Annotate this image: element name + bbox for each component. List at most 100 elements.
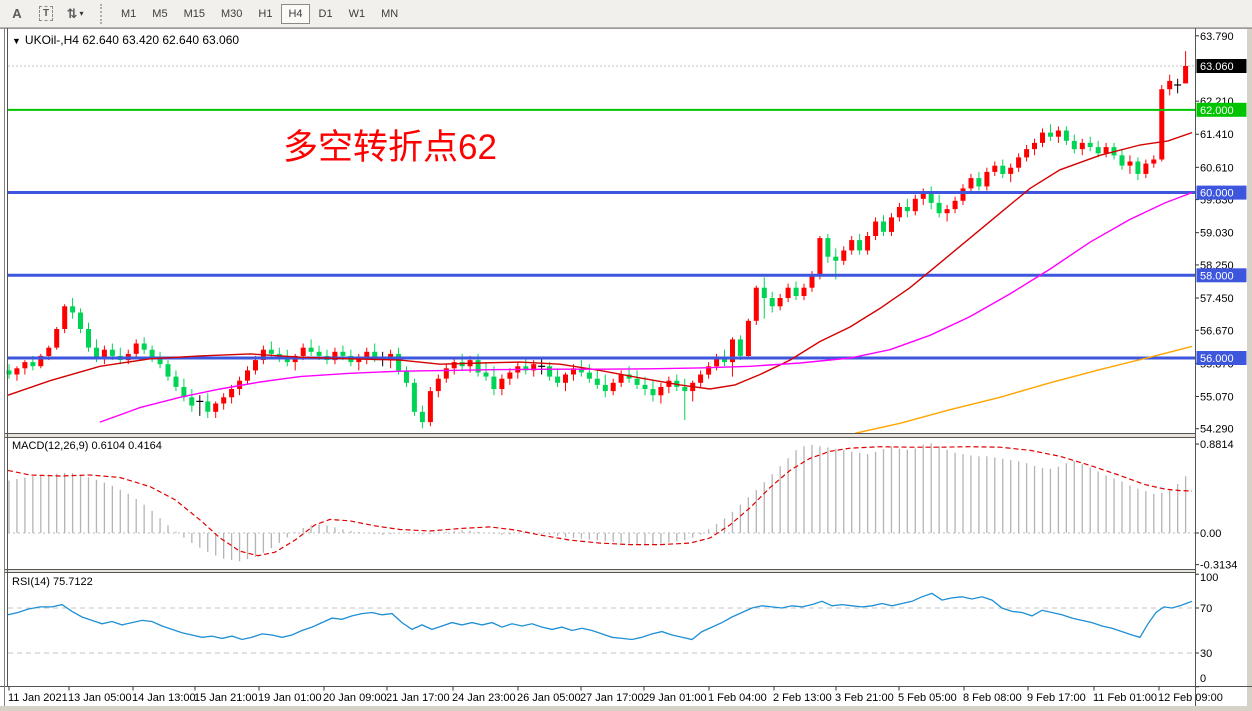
timeframe-button-D1[interactable]: D1 <box>318 7 333 20</box>
candle-body <box>101 349 107 358</box>
candle-body <box>531 364 537 371</box>
price-badge <box>1196 268 1247 283</box>
candle <box>825 233 831 263</box>
candle <box>1079 138 1085 156</box>
candle <box>602 374 608 398</box>
candle-body <box>109 349 115 356</box>
candle <box>411 378 417 416</box>
time-axis-label: 26 Jan 05:00 <box>517 692 581 704</box>
candle-body <box>571 368 576 375</box>
macd-tick-label: 0.00 <box>1200 528 1221 540</box>
time-axis-label: 13 Jan 05:00 <box>68 692 132 704</box>
arrow-objects-tool-button[interactable]: ⇅ ▾ <box>62 2 88 26</box>
timeframe-button-MN[interactable]: MN <box>381 7 399 20</box>
candle-body <box>952 200 958 210</box>
candle-body <box>698 374 704 383</box>
candle-body <box>944 209 950 214</box>
candle-body <box>578 368 584 373</box>
time-axis-label: 21 Jan 17:00 <box>386 692 450 704</box>
chart-text-annotation[interactable]: 多空转折点62 <box>283 128 497 167</box>
timeframe-button-H4[interactable]: H4 <box>281 3 310 24</box>
candle <box>1167 74 1173 96</box>
price-tick-label: 61.410 <box>1200 129 1234 141</box>
candle <box>443 364 449 383</box>
candle <box>865 231 871 255</box>
candle-body <box>1040 132 1045 143</box>
time-axis-label: 20 Jan 09:00 <box>323 692 387 704</box>
candle <box>1048 124 1053 141</box>
symbol-dropdown-icon[interactable]: ▼ <box>12 36 21 46</box>
text-label-tool-button[interactable]: T <box>33 2 59 26</box>
candle <box>777 293 783 311</box>
candle-body <box>372 351 378 358</box>
candle-body <box>62 306 68 329</box>
candle-body <box>396 353 402 371</box>
candle-body <box>86 329 91 348</box>
chart-header: ▼ UKOil-,H4 62.640 63.420 62.640 63.060 <box>12 33 239 47</box>
text-label-tool-icon: T <box>38 6 54 21</box>
rsi-indicator-label: RSI(14) 75.7122 <box>12 576 93 588</box>
candle <box>38 353 44 369</box>
candle-body <box>1119 155 1125 166</box>
candle-body <box>904 207 910 212</box>
candle <box>610 378 616 396</box>
time-axis-label: 29 Jan 01:00 <box>643 692 707 704</box>
candle-body <box>1071 140 1077 150</box>
candle <box>133 339 139 358</box>
candle <box>427 387 433 427</box>
candle <box>698 370 704 387</box>
candle <box>332 347 338 365</box>
candle-body <box>1087 142 1093 147</box>
candle-body <box>22 362 28 369</box>
candle-body <box>404 370 409 383</box>
price-tick-label: 60.610 <box>1200 162 1234 174</box>
candle <box>157 351 163 369</box>
candle-body <box>1055 130 1061 137</box>
candle-body <box>149 349 155 358</box>
timeframe-button-M5[interactable]: M5 <box>152 7 168 20</box>
candle <box>849 236 855 255</box>
candle <box>1087 136 1093 152</box>
timeframe-button-H1[interactable]: H1 <box>258 7 273 20</box>
time-axis-label: 27 Jan 17:00 <box>580 692 644 704</box>
candle <box>817 236 823 280</box>
candle-body <box>1024 149 1030 158</box>
candle-body <box>1048 132 1053 137</box>
candle-body <box>809 275 815 288</box>
candle-body <box>483 372 489 377</box>
candle-body <box>642 384 648 389</box>
candle <box>928 186 934 210</box>
separator-band-2 <box>5 570 1195 573</box>
candle <box>586 364 592 383</box>
candle <box>841 246 847 265</box>
time-axis-label: 2 Feb 13:00 <box>773 692 832 704</box>
candle-body <box>666 380 672 387</box>
font-tool-button[interactable]: A <box>4 2 30 26</box>
timeframe-button-M30[interactable]: M30 <box>220 7 243 20</box>
candle-body <box>817 238 823 276</box>
price-chart-canvas[interactable]: 63.79062.21061.41060.61059.83059.03058.2… <box>0 28 1252 711</box>
candle-body <box>658 387 664 396</box>
candle-body <box>1151 159 1157 164</box>
candle <box>984 167 990 191</box>
candle <box>650 380 656 402</box>
main-toolbar: A T ⇅ ▾ M1 M5 M15 M30 H1 H4 D1 W1 MN <box>0 0 1252 28</box>
candle-body <box>499 378 505 389</box>
timeframe-button-M1[interactable]: M1 <box>121 7 137 20</box>
candle <box>594 370 600 389</box>
candle <box>793 281 799 301</box>
candle-body <box>960 188 966 201</box>
candle-body <box>912 198 918 212</box>
candle <box>634 370 640 389</box>
candle-body <box>507 372 513 379</box>
timeframe-button-M15[interactable]: M15 <box>183 7 205 20</box>
candle <box>435 374 441 398</box>
candle-body <box>634 378 640 385</box>
price-badge <box>1196 185 1247 200</box>
separator-band <box>5 434 1195 437</box>
timeframe-button-W1[interactable]: W1 <box>348 7 366 20</box>
candle <box>205 393 211 418</box>
candle-body <box>825 238 831 257</box>
candle <box>396 347 402 375</box>
candle-body <box>769 298 775 307</box>
